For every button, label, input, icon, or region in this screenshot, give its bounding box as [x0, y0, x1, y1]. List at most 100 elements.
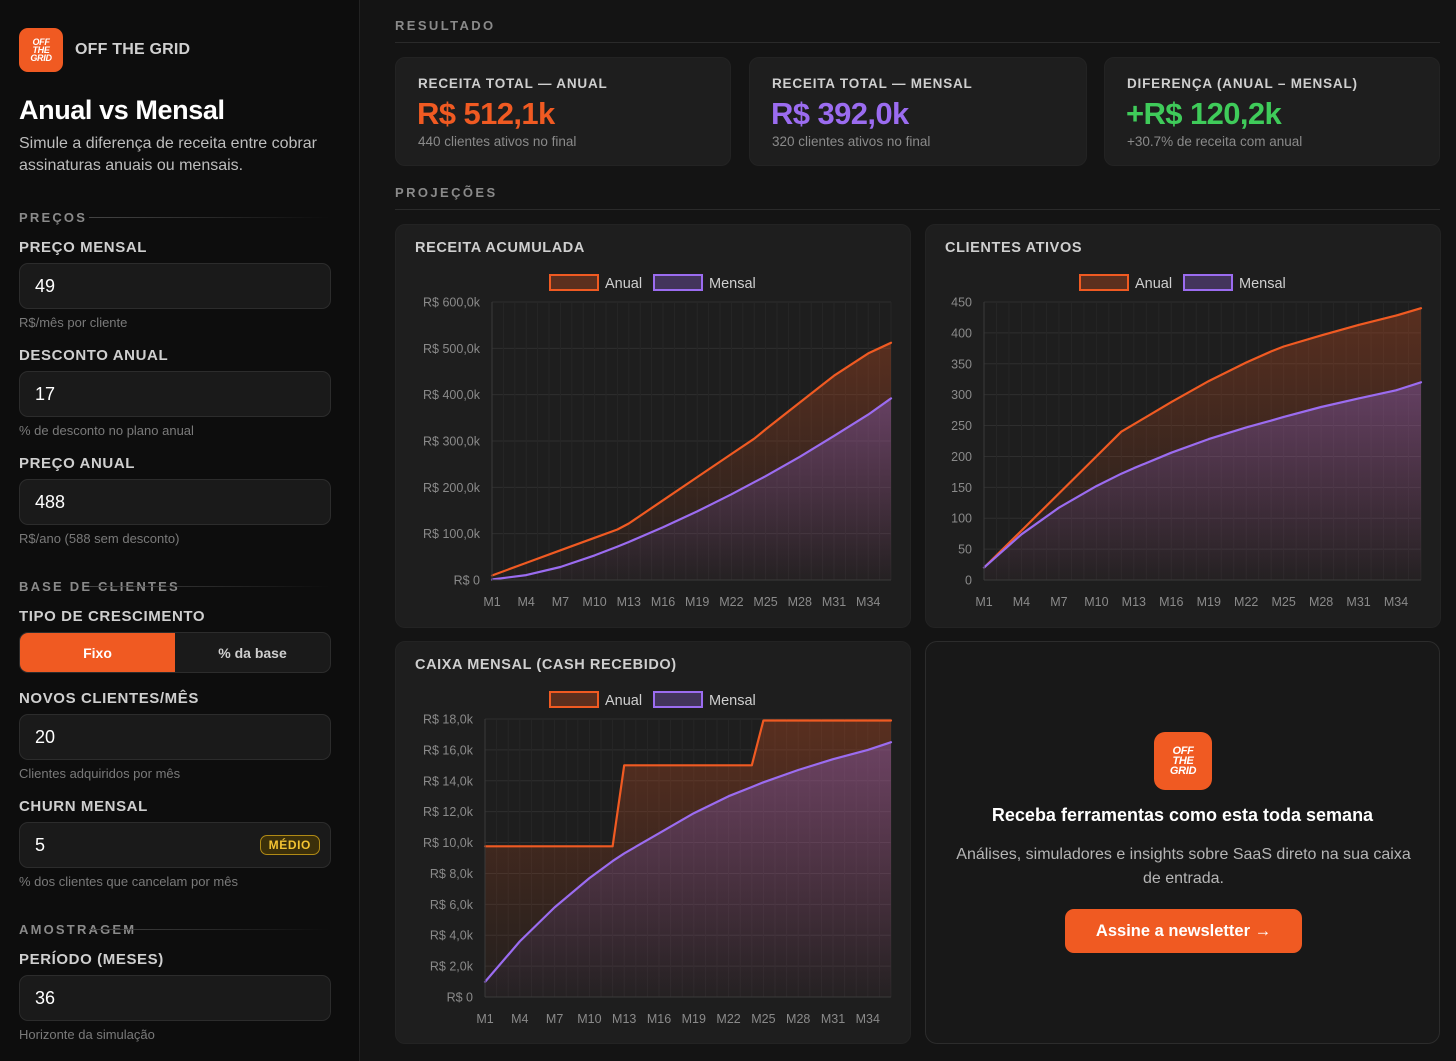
x-tick-label: M7 [1050, 595, 1067, 609]
kpi-card-mensal: RECEITA TOTAL — MENSAL R$ 392,0k 320 cli… [749, 57, 1087, 166]
y-tick-label: R$ 6,0k [430, 898, 474, 912]
y-tick-label: 300 [951, 388, 972, 402]
toggle-option-base[interactable]: % da base [218, 644, 287, 661]
x-tick-label: M34 [856, 595, 880, 609]
y-tick-label: R$ 4,0k [430, 929, 474, 943]
y-tick-label: R$ 600,0k [423, 296, 481, 310]
x-tick-label: M31 [1346, 595, 1370, 609]
x-tick-label: M16 [651, 595, 675, 609]
newsletter-description: Análises, simuladores e insights sobre S… [956, 846, 1411, 887]
y-tick-label: 0 [965, 574, 972, 588]
kpi-anual-label: RECEITA TOTAL — ANUAL [418, 76, 608, 91]
churn-value: 5 [35, 834, 46, 855]
legend-swatch-anual [549, 691, 599, 708]
x-tick-label: M22 [1234, 595, 1258, 609]
y-tick-label: 350 [951, 357, 972, 371]
x-tick-label: M10 [582, 595, 606, 609]
periodo-input[interactable]: 36 [19, 975, 331, 1021]
x-tick-label: M7 [552, 595, 569, 609]
legend-label-mensal: Mensal [1239, 276, 1286, 292]
chart-caixa-title: CAIXA MENSAL (CASH RECEBIDO) [415, 657, 677, 673]
legend-swatch-anual [549, 274, 599, 291]
y-tick-label: R$ 12,0k [423, 805, 474, 819]
resultado-header: RESULTADO [395, 18, 1440, 43]
chart-clientes: Anual Mensal 0 50 100 150 200 250 300 350 400 450 M1… [951, 274, 1423, 609]
churn-hint: % dos clientes que cancelam por mês [19, 874, 238, 889]
churn-level-badge: MÉDIO [259, 835, 320, 855]
kpi-anual-value: R$ 512,1k [417, 96, 555, 131]
kpi-mensal-sub: 320 clientes ativos no final [772, 134, 931, 149]
x-tick-label: M19 [682, 1012, 706, 1026]
series-area-mensal [485, 742, 891, 997]
tipo-crescimento-toggle: Fixo % da base [19, 632, 331, 673]
y-tick-label: 150 [951, 481, 972, 495]
preco-anual-value: 488 [35, 491, 66, 512]
y-tick-label: R$ 500,0k [423, 342, 481, 356]
y-tick-label: R$ 14,0k [423, 774, 474, 788]
churn-input[interactable]: 5 MÉDIO [19, 822, 331, 868]
preco-anual-input[interactable]: 488 [19, 479, 331, 525]
chart-clientes-title: CLIENTES ATIVOS [945, 240, 1083, 256]
toggle-option-fixo[interactable]: Fixo [20, 633, 175, 672]
kpi-mensal-label: RECEITA TOTAL — MENSAL [772, 76, 973, 91]
desconto-anual-hint: % de desconto no plano anual [19, 423, 194, 438]
periodo-hint: Horizonte da simulação [19, 1027, 155, 1042]
y-tick-label: R$ 400,0k [423, 388, 481, 402]
section-precos-header: PREÇOS [19, 210, 329, 225]
preco-anual-hint: R$/ano (588 sem desconto) [19, 531, 180, 546]
x-tick-label: M1 [483, 595, 500, 609]
chart-card-receita: RECEITA ACUMULADA Anual Mensal R$ 0 R$ 100,… [395, 224, 911, 628]
x-tick-label: M4 [1013, 595, 1030, 609]
section-base-header: BASE DE CLIENTES [19, 579, 329, 594]
y-tick-label: 400 [951, 326, 972, 340]
legend-swatch-mensal [1183, 274, 1233, 291]
x-tick-label: M7 [546, 1012, 563, 1026]
x-tick-label: M10 [1084, 595, 1108, 609]
y-tick-label: R$ 0 [454, 574, 480, 588]
legend-label-anual: Anual [605, 276, 642, 292]
brand-name: OFF THE GRID [75, 41, 191, 58]
novos-clientes-input[interactable]: 20 [19, 714, 331, 760]
chart-card-caixa: CAIXA MENSAL (CASH RECEBIDO) Anual Mensal… [395, 641, 911, 1044]
x-tick-label: M13 [617, 595, 641, 609]
x-tick-label: M1 [975, 595, 992, 609]
brand[interactable]: OFF THE GRID OFF THE GRID [19, 28, 190, 72]
y-tick-label: R$ 100,0k [423, 527, 481, 541]
periodo-label: PERÍODO (MESES) [19, 951, 164, 968]
kpi-card-diferenca: DIFERENÇA (ANUAL – MENSAL) +R$ 120,2k +3… [1104, 57, 1440, 166]
churn-label: CHURN MENSAL [19, 798, 148, 815]
kpi-anual-sub: 440 clientes ativos no final [418, 134, 577, 149]
kpi-diferenca-sub: +30.7% de receita com anual [1127, 134, 1303, 149]
x-tick-label: M16 [647, 1012, 671, 1026]
series-line-anual [490, 341, 893, 577]
x-tick-label: M19 [685, 595, 709, 609]
desconto-anual-value: 17 [35, 383, 56, 404]
desconto-anual-input[interactable]: 17 [19, 371, 331, 417]
y-tick-label: 250 [951, 419, 972, 433]
section-amostragem-header: AMOSTRAGEM [19, 922, 329, 937]
y-tick-label: R$ 16,0k [423, 743, 474, 757]
legend-label-mensal: Mensal [709, 276, 756, 292]
kpi-diferenca-label: DIFERENÇA (ANUAL – MENSAL) [1127, 76, 1358, 91]
desconto-anual-label: DESCONTO ANUAL [19, 347, 169, 364]
legend-swatch-mensal [653, 274, 703, 291]
novos-clientes-value: 20 [35, 726, 56, 747]
y-tick-label: R$ 2,0k [430, 960, 474, 974]
y-tick-label: R$ 0 [447, 991, 473, 1005]
x-tick-label: M31 [821, 1012, 845, 1026]
x-tick-label: M28 [786, 1012, 810, 1026]
y-tick-label: 100 [951, 512, 972, 526]
series-line-mensal [982, 381, 1423, 569]
x-tick-label: M34 [856, 1012, 880, 1026]
y-tick-label: R$ 300,0k [423, 435, 481, 449]
preco-mensal-value: 49 [35, 275, 56, 296]
page-title: Anual vs Mensal [19, 95, 225, 125]
preco-mensal-hint: R$/mês por cliente [19, 315, 128, 330]
chart-caixa: Anual Mensal R$ 0 R$ 2,0k R$ 4,0k R$ 6,0k R$ 8… [423, 691, 893, 1026]
x-tick-label: M16 [1159, 595, 1183, 609]
newsletter-subscribe-button[interactable]: Assine a newsletter → [1065, 909, 1302, 953]
projecoes-header: PROJEÇÕES [395, 185, 1440, 210]
chart-receita: Anual Mensal R$ 0 R$ 100,0k R$ 200,0k R$ 300,… [423, 274, 893, 609]
preco-mensal-label: PREÇO MENSAL [19, 239, 148, 256]
preco-mensal-input[interactable]: 49 [19, 263, 331, 309]
